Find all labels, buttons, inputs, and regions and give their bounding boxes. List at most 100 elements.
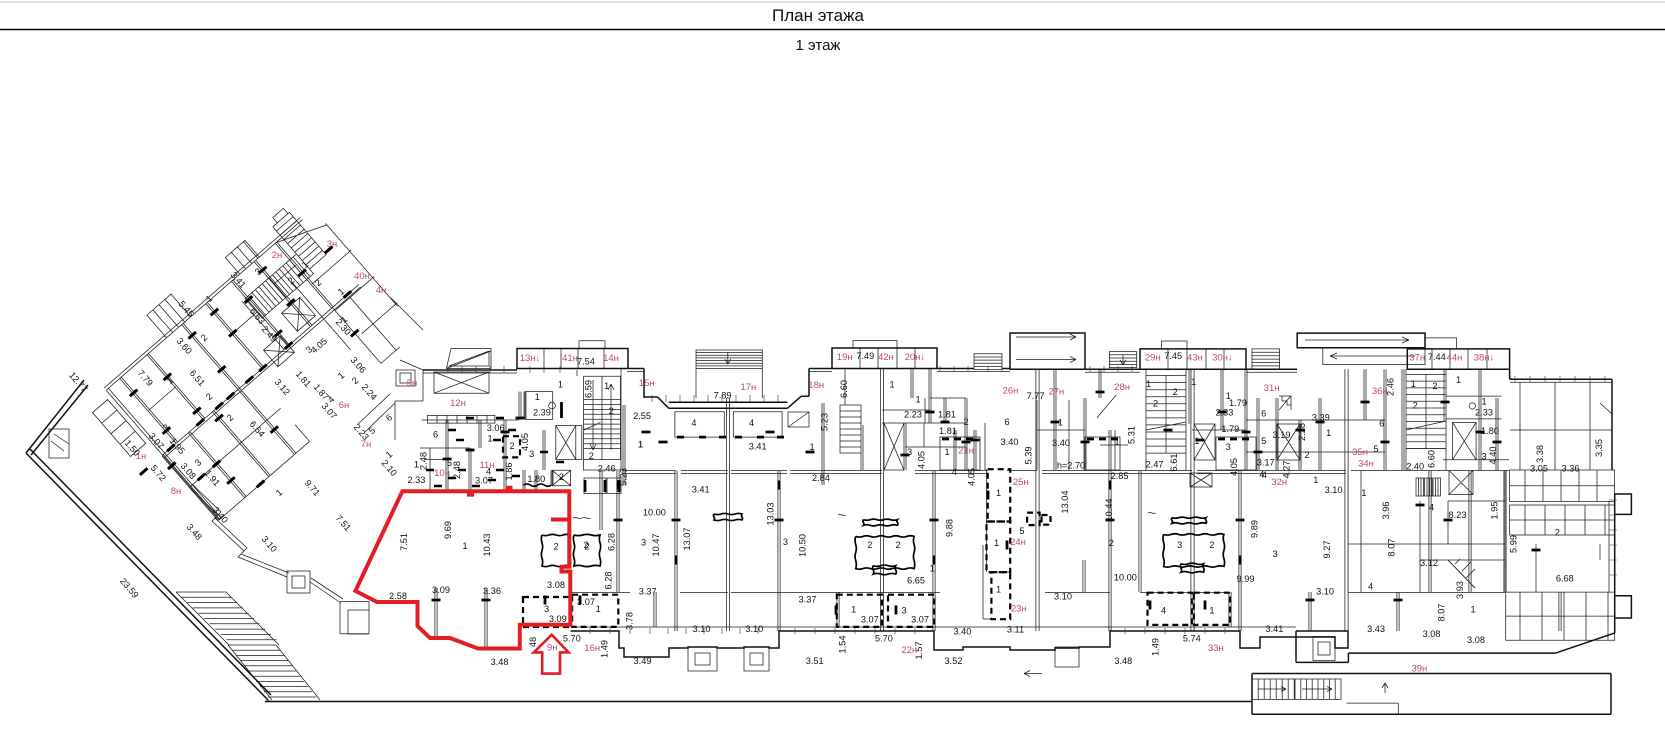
svg-text:16н: 16н: [584, 643, 600, 654]
svg-text:1: 1: [339, 314, 349, 325]
svg-text:1.79: 1.79: [1221, 424, 1239, 434]
svg-text:11н: 11н: [479, 460, 494, 471]
svg-text:35н: 35н: [1352, 447, 1368, 458]
svg-text:13.07: 13.07: [682, 528, 692, 551]
svg-text:1.80: 1.80: [1481, 426, 1499, 436]
svg-text:1 этаж: 1 этаж: [796, 37, 841, 54]
svg-text:2.48: 2.48: [452, 461, 462, 479]
svg-text:1: 1: [462, 541, 467, 551]
svg-text:2: 2: [1555, 528, 1560, 538]
svg-text:3.40: 3.40: [1052, 438, 1070, 448]
svg-text:3.07: 3.07: [577, 597, 595, 607]
svg-text:2.46: 2.46: [598, 464, 616, 474]
svg-text:9.89: 9.89: [1250, 520, 1260, 538]
svg-text:3.38: 3.38: [1535, 445, 1545, 463]
svg-text:3.07: 3.07: [861, 615, 879, 625]
svg-text:1.86: 1.86: [504, 463, 514, 481]
svg-text:5: 5: [447, 458, 452, 468]
svg-text:3: 3: [1226, 442, 1231, 452]
svg-text:3.36: 3.36: [483, 586, 501, 596]
svg-text:3.41: 3.41: [692, 485, 710, 495]
svg-text:5: 5: [1373, 444, 1378, 454]
svg-text:41н: 41н: [562, 353, 578, 364]
svg-text:20н↓: 20н↓: [905, 352, 926, 363]
svg-text:3.40: 3.40: [1001, 437, 1019, 447]
svg-text:1н: 1н: [136, 451, 147, 462]
svg-text:3.48: 3.48: [1114, 656, 1132, 666]
svg-text:2.84: 2.84: [812, 473, 830, 483]
svg-text:2н: 2н: [272, 250, 283, 261]
svg-text:2: 2: [350, 375, 360, 386]
svg-text:1: 1: [930, 564, 935, 574]
svg-text:3.49: 3.49: [634, 656, 652, 666]
svg-text:2: 2: [867, 540, 872, 550]
svg-text:12н: 12н: [450, 398, 466, 409]
svg-text:2.40: 2.40: [1406, 462, 1424, 472]
svg-text:1: 1: [336, 286, 346, 297]
svg-text:3: 3: [529, 449, 534, 459]
svg-text:3.40: 3.40: [953, 627, 971, 637]
svg-text:2: 2: [1153, 399, 1158, 409]
svg-text:5.99: 5.99: [1509, 535, 1519, 553]
svg-text:4: 4: [1262, 470, 1267, 480]
svg-text:3.08: 3.08: [1467, 635, 1485, 645]
svg-text:3.37: 3.37: [639, 587, 657, 597]
svg-text:36н: 36н: [1372, 386, 1388, 397]
svg-text:1: 1: [1361, 488, 1366, 498]
svg-text:1: 1: [558, 380, 563, 390]
svg-text:5.23: 5.23: [820, 413, 830, 431]
svg-text:4: 4: [1161, 606, 1166, 616]
svg-text:3.48: 3.48: [491, 657, 509, 667]
svg-text:6.60: 6.60: [839, 380, 849, 398]
svg-text:2: 2: [1432, 381, 1437, 391]
svg-text:4: 4: [691, 418, 696, 428]
svg-text:3.37: 3.37: [799, 595, 817, 605]
svg-text:2: 2: [559, 472, 564, 482]
svg-text:30н↓: 30н↓: [1212, 353, 1233, 364]
svg-text:2.85: 2.85: [1111, 471, 1129, 481]
svg-text:3: 3: [304, 344, 314, 355]
svg-text:2: 2: [204, 391, 214, 402]
svg-text:1: 1: [889, 380, 894, 390]
svg-text:5.39: 5.39: [1024, 447, 1034, 465]
svg-text:1.95: 1.95: [1490, 502, 1500, 520]
svg-text:3: 3: [1273, 549, 1278, 559]
svg-text:3: 3: [253, 266, 263, 277]
svg-text:3.05: 3.05: [1530, 464, 1548, 474]
svg-text:3.08: 3.08: [547, 580, 565, 590]
svg-text:2.23: 2.23: [904, 410, 922, 420]
svg-text:38н↓: 38н↓: [1474, 353, 1495, 364]
svg-text:22н: 22н: [901, 645, 917, 656]
svg-text:31н: 31н: [1264, 383, 1280, 394]
svg-text:1: 1: [604, 381, 609, 391]
svg-text:1.80: 1.80: [527, 474, 545, 484]
svg-text:3.93: 3.93: [1455, 581, 1465, 599]
svg-text:2: 2: [553, 542, 558, 552]
svg-text:2: 2: [225, 412, 235, 423]
svg-text:2.33: 2.33: [407, 475, 425, 485]
svg-text:8н: 8н: [171, 486, 182, 497]
svg-text:7н: 7н: [361, 439, 372, 450]
svg-text:7.54: 7.54: [577, 357, 595, 367]
svg-text:3.36: 3.36: [1562, 464, 1580, 474]
svg-text:6: 6: [1261, 409, 1266, 419]
svg-text:1.54: 1.54: [838, 636, 848, 654]
svg-text:3.10: 3.10: [1325, 485, 1343, 495]
svg-text:28н: 28н: [1114, 382, 1130, 393]
svg-text:3.41: 3.41: [1265, 624, 1283, 634]
svg-text:2.47: 2.47: [1146, 460, 1164, 470]
svg-text:10.47: 10.47: [651, 534, 661, 557]
svg-text:3.08: 3.08: [1423, 629, 1441, 639]
svg-text:1: 1: [414, 460, 419, 470]
svg-text:5.74: 5.74: [1183, 634, 1201, 644]
svg-text:4.05: 4.05: [917, 451, 927, 469]
svg-text:3.52: 3.52: [945, 656, 963, 666]
svg-text:3.19: 3.19: [1273, 430, 1291, 440]
svg-text:План этажа: План этажа: [772, 6, 864, 25]
svg-text:2: 2: [1413, 401, 1418, 411]
svg-text:21н: 21н: [958, 446, 974, 457]
svg-text:1: 1: [996, 488, 1001, 498]
svg-text:1: 1: [1114, 437, 1119, 447]
svg-text:19н: 19н: [837, 352, 853, 363]
svg-text:2: 2: [895, 540, 900, 550]
